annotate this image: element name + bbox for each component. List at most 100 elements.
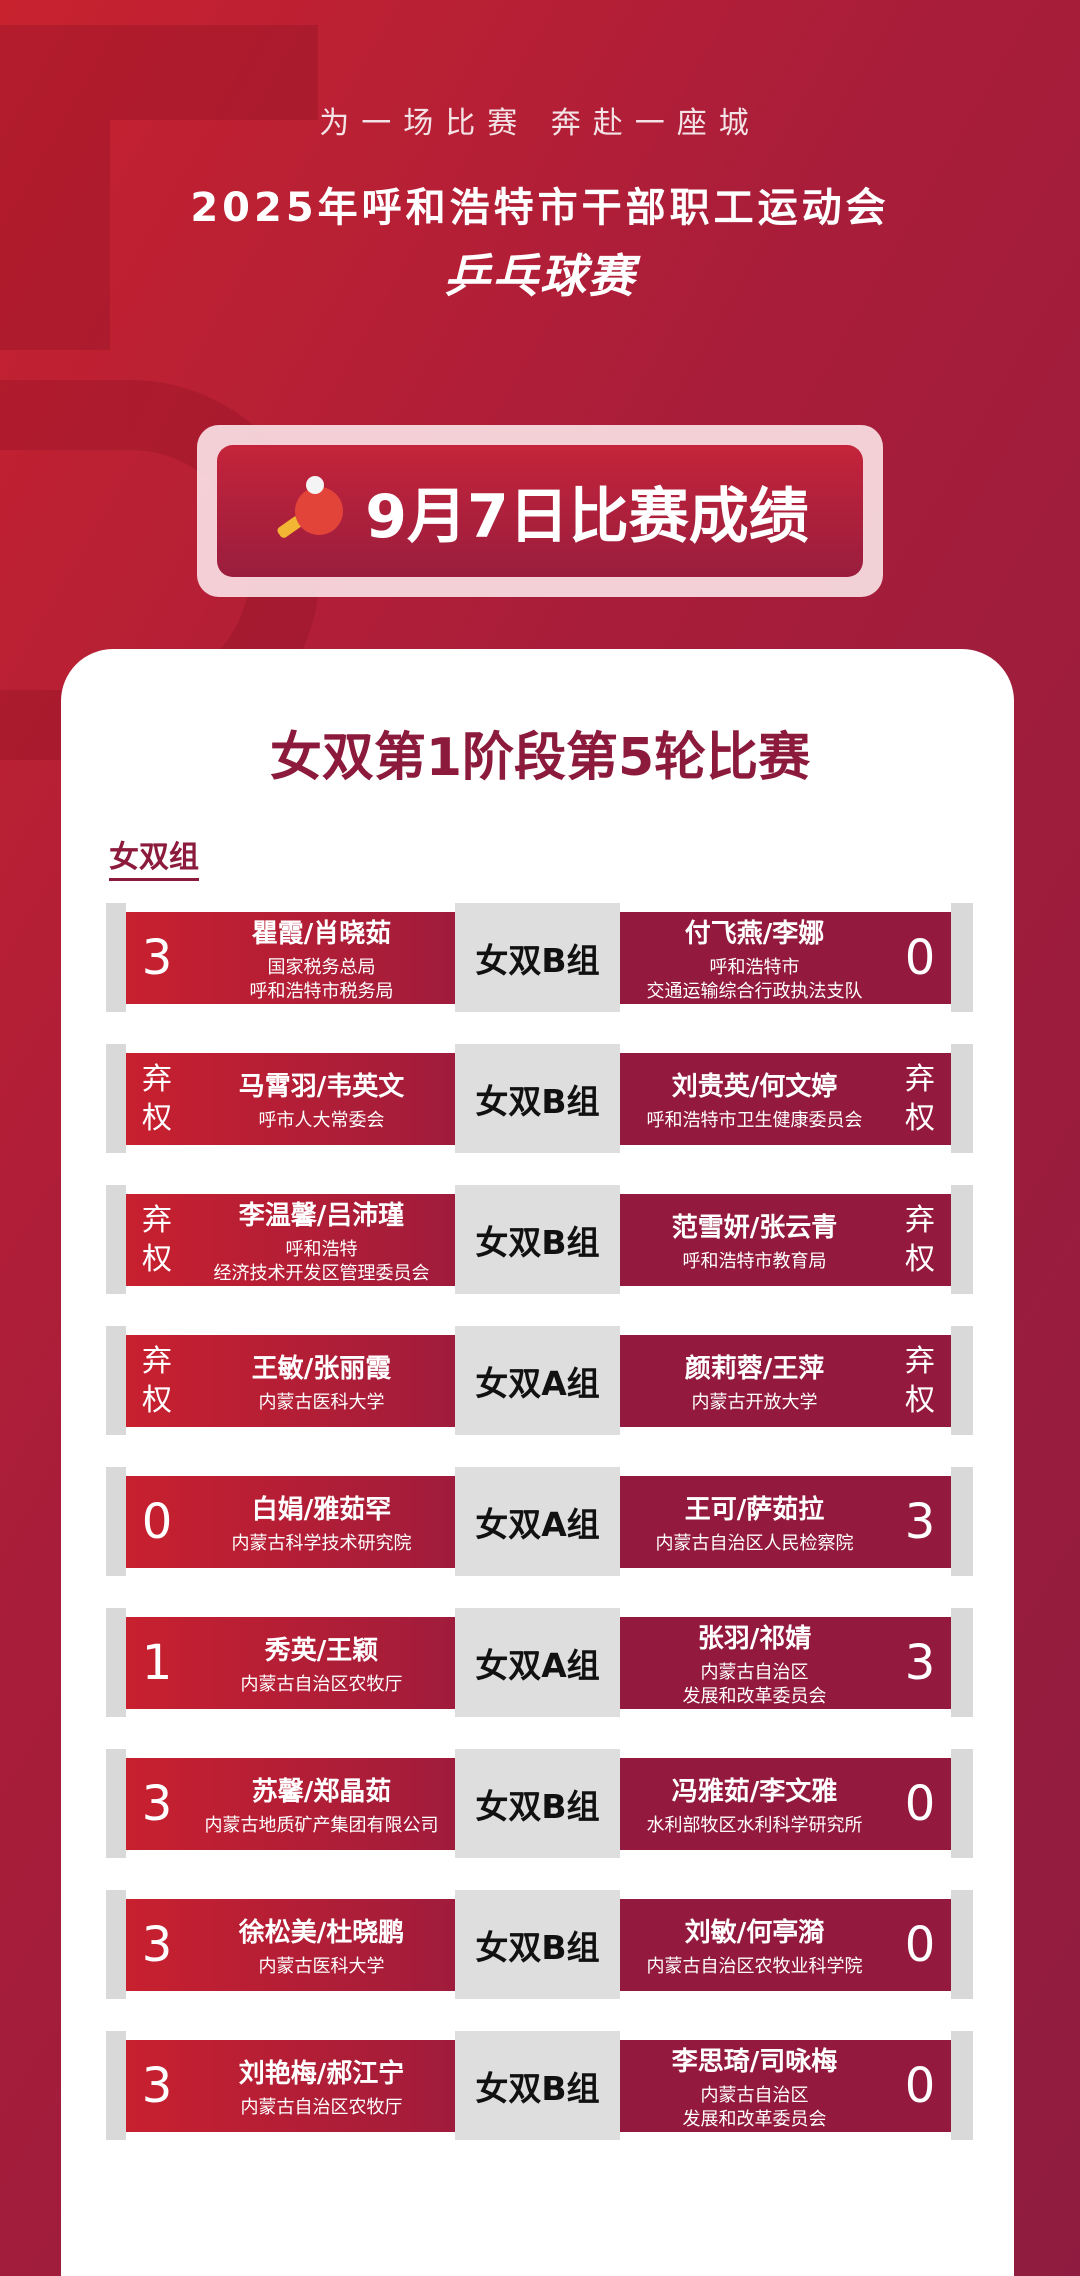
left-org: 内蒙古医科大学: [258, 1391, 385, 1413]
match-group: 女双B组: [455, 1890, 620, 1999]
side-bar: [106, 1890, 126, 1999]
left-team: 3 苏馨/郑晶茹 内蒙古地质矿产集团有限公司: [126, 1758, 455, 1850]
tagline: 为一场比赛 奔赴一座城: [319, 106, 761, 141]
right-org: 内蒙古开放大学: [691, 1391, 818, 1413]
left-team: 3 瞿霞/肖晓茹 国家税务总局 呼和浩特市税务局: [126, 912, 455, 1004]
left-team: 弃 权 李温馨/吕沛瑾 呼和浩特 经济技术开发区管理委员会: [126, 1194, 455, 1286]
left-team: 0 白娟/雅茹罕 内蒙古科学技术研究院: [126, 1476, 455, 1568]
match-group: 女双A组: [455, 1326, 620, 1435]
date-banner: 9月7日比赛成绩: [197, 425, 883, 597]
background-decoration: [0, 120, 110, 350]
ping-pong-paddle-icon: [277, 476, 344, 538]
match-group: 女双B组: [455, 1044, 620, 1153]
right-players: 付飞燕/李娜: [684, 919, 825, 950]
right-players: 张羽/祁婧: [697, 1624, 812, 1655]
right-org: 内蒙古自治区 发展和改革委员会: [682, 1662, 827, 1707]
left-players: 瞿霞/肖晓茹: [251, 919, 392, 950]
right-players: 李思琦/司咏梅: [671, 2047, 838, 2078]
match-row: 弃 权 李温馨/吕沛瑾 呼和浩特 经济技术开发区管理委员会 女双B组 范雪妍/张…: [106, 1185, 973, 1294]
side-bar: [951, 1749, 973, 1858]
left-score: 弃 权: [142, 1062, 172, 1136]
background-decoration: [0, 25, 318, 120]
match-group: 女双B组: [455, 903, 620, 1012]
side-bar: [106, 1044, 126, 1153]
right-org: 内蒙古自治区人民检察院: [655, 1532, 854, 1554]
match-group: 女双B组: [455, 2031, 620, 2140]
right-score: 0: [904, 2058, 936, 2114]
match-group: 女双B组: [455, 1185, 620, 1294]
right-org: 呼和浩特市教育局: [682, 1250, 827, 1272]
left-players: 徐松美/杜晓鹏: [238, 1917, 405, 1948]
card-title: 女双第1阶段第5轮比赛: [269, 728, 811, 788]
group-label: 女双组: [109, 832, 199, 881]
side-bar: [951, 1467, 973, 1576]
left-players: 马霄羽/韦英文: [238, 1071, 405, 1102]
match-group: 女双B组: [455, 1749, 620, 1858]
left-score: 弃 权: [142, 1203, 172, 1277]
right-players: 冯雅茹/李文雅: [671, 1776, 838, 1807]
right-team: 刘贵英/何文婷 呼和浩特市卫生健康委员会 弃 权: [620, 1053, 951, 1145]
right-players: 颜莉蓉/王萍: [684, 1353, 825, 1384]
right-score: 3: [904, 1635, 936, 1691]
left-team: 1 秀英/王颖 内蒙古自治区农牧厅: [126, 1617, 455, 1709]
left-score: 弃 权: [142, 1344, 172, 1418]
left-score: 3: [141, 2058, 173, 2114]
left-players: 秀英/王颖: [264, 1635, 379, 1666]
right-score: 3: [904, 1494, 936, 1550]
left-score: 3: [141, 1917, 173, 1973]
right-org: 水利部牧区水利科学研究所: [646, 1814, 863, 1836]
match-group: 女双A组: [455, 1467, 620, 1576]
right-org: 呼和浩特市卫生健康委员会: [646, 1109, 863, 1131]
left-team: 弃 权 马霄羽/韦英文 呼市人大常委会: [126, 1053, 455, 1145]
side-bar: [106, 2031, 126, 2140]
right-players: 刘贵英/何文婷: [671, 1071, 838, 1102]
side-bar: [951, 1044, 973, 1153]
left-score: 1: [141, 1635, 173, 1691]
right-score: 0: [904, 1917, 936, 1973]
left-team: 弃 权 王敏/张丽霞 内蒙古医科大学: [126, 1335, 455, 1427]
left-org: 呼和浩特 经济技术开发区管理委员会: [213, 1239, 430, 1284]
match-row: 3 苏馨/郑晶茹 内蒙古地质矿产集团有限公司 女双B组 冯雅茹/李文雅 水利部牧…: [106, 1749, 973, 1858]
right-players: 范雪妍/张云青: [671, 1212, 838, 1243]
side-bar: [951, 1890, 973, 1999]
side-bar: [951, 903, 973, 1012]
left-org: 国家税务总局 呼和浩特市税务局: [249, 957, 394, 1002]
match-row: 1 秀英/王颖 内蒙古自治区农牧厅 女双A组 张羽/祁婧 内蒙古自治区 发展和改…: [106, 1608, 973, 1717]
side-bar: [106, 1467, 126, 1576]
right-score: 弃 权: [905, 1203, 935, 1277]
side-bar: [106, 1185, 126, 1294]
match-row: 0 白娟/雅茹罕 内蒙古科学技术研究院 女双A组 王可/萨茹拉 内蒙古自治区人民…: [106, 1467, 973, 1576]
banner-text: 9月7日比赛成绩: [365, 481, 809, 552]
left-org: 内蒙古科学技术研究院: [231, 1532, 412, 1554]
event-subtitle: 乒乓球赛: [444, 249, 636, 303]
right-org: 内蒙古自治区农牧业科学院: [646, 1955, 863, 1977]
right-score: 弃 权: [905, 1062, 935, 1136]
right-team: 冯雅茹/李文雅 水利部牧区水利科学研究所 0: [620, 1758, 951, 1850]
left-players: 白娟/雅茹罕: [251, 1494, 392, 1525]
match-row: 弃 权 马霄羽/韦英文 呼市人大常委会 女双B组 刘贵英/何文婷 呼和浩特市卫生…: [106, 1044, 973, 1153]
left-team: 3 徐松美/杜晓鹏 内蒙古医科大学: [126, 1899, 455, 1991]
match-row: 3 刘艳梅/郝江宁 内蒙古自治区农牧厅 女双B组 李思琦/司咏梅 内蒙古自治区 …: [106, 2031, 973, 2140]
left-score: 3: [141, 1776, 173, 1832]
right-team: 范雪妍/张云青 呼和浩特市教育局 弃 权: [620, 1194, 951, 1286]
left-score: 0: [141, 1494, 173, 1550]
right-team: 付飞燕/李娜 呼和浩特市 交通运输综合行政执法支队 0: [620, 912, 951, 1004]
side-bar: [951, 1326, 973, 1435]
left-team: 3 刘艳梅/郝江宁 内蒙古自治区农牧厅: [126, 2040, 455, 2132]
right-org: 内蒙古自治区 发展和改革委员会: [682, 2085, 827, 2130]
left-score: 3: [141, 930, 173, 986]
right-score: 0: [904, 930, 936, 986]
match-row: 3 徐松美/杜晓鹏 内蒙古医科大学 女双B组 刘敏/何亭漪 内蒙古自治区农牧业科…: [106, 1890, 973, 1999]
side-bar: [951, 1608, 973, 1717]
left-org: 内蒙古医科大学: [258, 1955, 385, 1977]
right-team: 李思琦/司咏梅 内蒙古自治区 发展和改革委员会 0: [620, 2040, 951, 2132]
right-team: 颜莉蓉/王萍 内蒙古开放大学 弃 权: [620, 1335, 951, 1427]
right-score: 0: [904, 1776, 936, 1832]
match-group: 女双A组: [455, 1608, 620, 1717]
left-players: 王敏/张丽霞: [251, 1353, 392, 1384]
side-bar: [951, 1185, 973, 1294]
side-bar: [106, 1326, 126, 1435]
side-bar: [106, 1608, 126, 1717]
right-players: 王可/萨茹拉: [684, 1494, 825, 1525]
right-org: 呼和浩特市 交通运输综合行政执法支队: [646, 957, 863, 1002]
